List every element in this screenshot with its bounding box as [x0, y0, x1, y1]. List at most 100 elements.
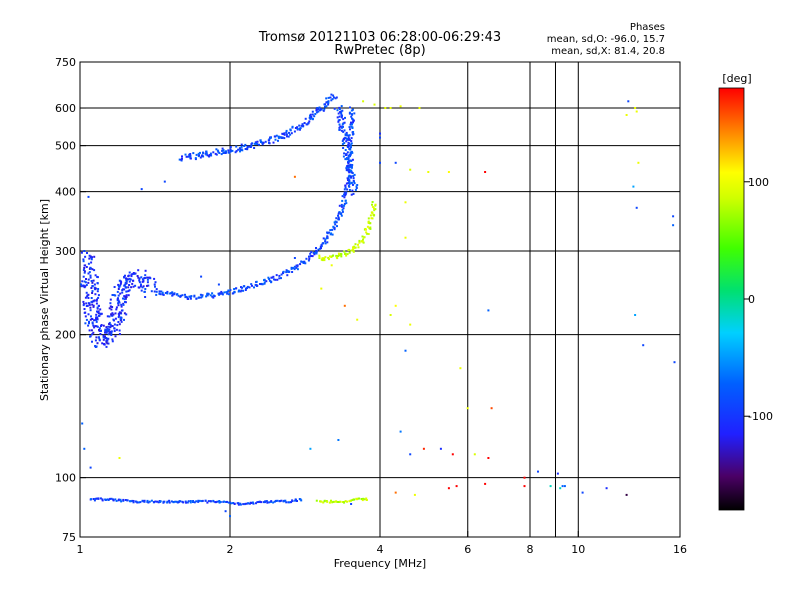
- echo-point: [313, 115, 316, 118]
- echo-point: [322, 109, 325, 112]
- echo-point: [221, 292, 224, 295]
- echo-point: [225, 150, 227, 153]
- echo-point: [189, 153, 192, 155]
- echo-point: [130, 286, 133, 289]
- echo-point: [209, 500, 212, 503]
- echo-point: [324, 103, 327, 106]
- echo-point: [447, 487, 450, 490]
- echo-point: [142, 279, 145, 282]
- echo-point: [176, 293, 179, 296]
- echo-point: [275, 500, 277, 502]
- echo-point: [313, 253, 316, 256]
- echo-point: [336, 225, 338, 228]
- echo-point: [279, 500, 282, 502]
- axis-ticks: 1 2 4 6 8 10 16 75 100 200 300 400 500 600 750: [55, 56, 687, 556]
- echo-point: [256, 140, 259, 143]
- echo-point: [254, 141, 257, 144]
- echo-point: [163, 180, 166, 183]
- echo-point: [268, 279, 271, 282]
- echo-point: [399, 105, 402, 108]
- echo-point: [360, 498, 363, 500]
- echo-point: [223, 151, 226, 154]
- echo-point: [349, 144, 352, 147]
- echo-point: [118, 333, 121, 335]
- echo-point: [328, 258, 330, 261]
- echo-point: [90, 261, 93, 264]
- echo-point: [221, 293, 224, 296]
- echo-point: [185, 155, 188, 158]
- echo-point: [119, 311, 122, 314]
- echo-point: [283, 137, 286, 140]
- echo-point: [272, 501, 275, 504]
- echo-point: [343, 129, 346, 132]
- echo-point: [118, 457, 121, 459]
- echo-point: [99, 312, 102, 315]
- echo-point: [310, 251, 313, 253]
- echo-point: [371, 203, 373, 206]
- y-tick-label: 100: [55, 472, 76, 485]
- echo-point: [348, 160, 351, 163]
- echo-point: [341, 195, 344, 198]
- echo-point: [337, 218, 340, 221]
- echo-point: [285, 129, 288, 132]
- echo-point: [218, 501, 221, 504]
- echo-point: [122, 302, 125, 305]
- echo-point: [296, 268, 299, 271]
- echo-point: [333, 107, 336, 110]
- echo-point: [99, 333, 102, 335]
- echo-point: [309, 252, 312, 255]
- echo-point: [346, 145, 349, 148]
- echo-point: [242, 289, 245, 292]
- x-tick-label: 16: [673, 543, 687, 556]
- echo-point: [84, 255, 87, 258]
- echo-point: [328, 501, 331, 504]
- echo-point: [261, 143, 264, 146]
- echo-point: [353, 180, 355, 183]
- echo-point: [427, 171, 430, 173]
- echo-point: [281, 136, 284, 139]
- echo-point: [266, 501, 269, 504]
- echo-point: [350, 140, 353, 143]
- echo-point: [373, 103, 376, 106]
- echo-point: [171, 294, 174, 297]
- echo-point: [323, 499, 326, 502]
- echo-point: [178, 158, 181, 161]
- echo-point: [343, 202, 346, 205]
- echo-point: [144, 288, 147, 290]
- echo-point: [341, 501, 344, 503]
- echo-point: [93, 269, 96, 272]
- echo-point: [361, 235, 364, 238]
- echo-point: [233, 502, 236, 505]
- echo-point: [105, 341, 108, 344]
- echo-point: [94, 274, 97, 277]
- echo-point: [246, 148, 249, 151]
- echo-point: [113, 330, 116, 332]
- echo-point: [117, 294, 120, 297]
- echo-point: [285, 133, 288, 136]
- echo-point: [106, 315, 109, 318]
- echo-point: [221, 149, 224, 152]
- echo-point: [346, 165, 349, 167]
- echo-point: [332, 254, 335, 257]
- echo-point: [270, 500, 273, 503]
- echo-point: [625, 114, 628, 116]
- echo-point: [137, 269, 140, 272]
- echo-point: [86, 304, 89, 307]
- echo-point: [128, 277, 131, 280]
- echo-point: [404, 349, 407, 352]
- echo-point: [89, 274, 92, 277]
- echo-point: [342, 125, 344, 128]
- echo-point: [338, 254, 340, 257]
- echo-point: [117, 283, 120, 286]
- echo-point: [91, 333, 94, 336]
- echo-point: [131, 273, 134, 276]
- echo-point: [336, 501, 339, 503]
- echo-point: [311, 255, 314, 258]
- echo-point: [106, 329, 109, 332]
- echo-point: [104, 328, 107, 331]
- echo-point: [92, 304, 95, 307]
- echo-point: [373, 207, 375, 210]
- echo-point: [205, 150, 208, 153]
- echo-point: [227, 149, 230, 152]
- echo-point: [265, 500, 268, 503]
